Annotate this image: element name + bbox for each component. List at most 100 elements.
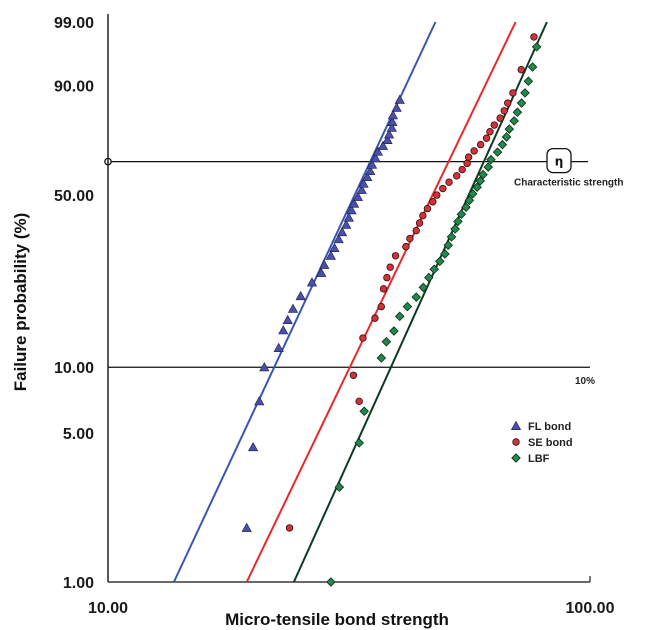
data-point-fl-bond: [358, 178, 369, 188]
data-point-lbf: [478, 169, 488, 180]
data-point-fl-bond: [387, 109, 399, 120]
data-point-lbf: [486, 154, 496, 165]
data-point-fl-bond: [377, 140, 389, 150]
data-point-lbf: [354, 438, 364, 448]
data-point-fl-bond: [387, 116, 398, 126]
data-point-lbf: [359, 406, 369, 417]
y-axis-title: Failure probability (%): [11, 213, 30, 392]
data-point-fl-bond: [287, 303, 299, 313]
legend-label-fl-bond: FL bond: [528, 421, 571, 433]
labels: η Characteristic strength 10% 99.00 90.00 50.…: [11, 15, 623, 629]
data-point-fl-bond: [306, 277, 318, 287]
data-point-lbf: [440, 249, 450, 259]
data-point-se-bond: [490, 121, 498, 129]
data-point-se-bond: [458, 165, 466, 174]
data-point-se-bond: [445, 178, 453, 186]
data-point-se-bond: [433, 191, 441, 199]
data-point-lbf: [516, 98, 527, 108]
data-point-lbf: [443, 240, 453, 250]
ten-percent-label: 10%: [575, 376, 595, 387]
eta-box: [546, 147, 572, 174]
data-point-lbf: [504, 124, 515, 134]
data-point-fl-bond: [316, 267, 327, 277]
data-point-se-bond: [377, 302, 386, 311]
y-tick-label: 50.00: [54, 188, 94, 205]
data-point-se-bond: [470, 147, 478, 155]
data-point-lbf: [381, 336, 392, 347]
data-point-lbf: [389, 326, 399, 336]
legend-label-se-bond: SE bond: [528, 437, 573, 449]
data-point-se-bond: [476, 140, 485, 149]
data-point-lbf: [435, 256, 445, 267]
characteristic-strength-label: Characteristic strength: [514, 178, 623, 189]
data-point-lbf: [446, 232, 457, 242]
data-point-se-bond: [439, 184, 447, 193]
data-point-lbf: [467, 188, 478, 199]
data-point-lbf: [492, 147, 503, 157]
data-point-se-bond: [383, 273, 391, 282]
data-point-lbf: [501, 132, 512, 142]
data-point-fl-bond: [273, 342, 284, 352]
data-point-se-bond: [415, 219, 424, 227]
data-point-fl-bond: [346, 205, 357, 215]
data-point-lbf: [461, 202, 471, 212]
data-point-lbf: [418, 282, 429, 293]
data-point-se-bond: [496, 114, 504, 122]
fit-line-lbf: [292, 21, 548, 583]
data-point-se-bond: [482, 134, 491, 142]
data-point-se-bond: [419, 211, 427, 220]
data-point-fl-bond: [278, 325, 289, 335]
data-point-fl-bond: [295, 290, 306, 301]
axis-layer: [107, 14, 591, 582]
data-point-fl-bond: [366, 159, 378, 169]
data-point-lbf: [450, 224, 460, 234]
data-point-se-bond: [486, 128, 494, 136]
data-point-se-bond: [402, 242, 410, 251]
data-point-lbf: [326, 577, 336, 587]
legend-label-lbf: LBF: [528, 453, 550, 465]
data-point-se-bond: [504, 99, 512, 107]
data-point-fl-bond: [356, 184, 367, 194]
fit-lines: [172, 21, 548, 583]
data-point-fl-bond: [365, 165, 376, 176]
data-point-se-bond: [285, 524, 294, 532]
data-point-se-bond: [412, 226, 420, 235]
data-point-fl-bond: [383, 129, 395, 139]
data-point-fl-bond: [329, 242, 340, 252]
y-tick-label: 10.00: [54, 360, 94, 377]
data-point-fl-bond: [382, 134, 393, 145]
data-point-lbf: [424, 272, 434, 283]
data-point-fl-bond: [394, 94, 405, 104]
data-point-se-bond: [453, 172, 461, 180]
data-point-se-bond: [349, 371, 358, 379]
legend: FL bond SE bond LBF: [510, 420, 573, 465]
y-tick-label: 1.00: [63, 575, 94, 592]
data-point-fl-bond: [319, 259, 330, 269]
data-point-se-bond: [429, 198, 437, 206]
data-point-lbf: [411, 292, 421, 302]
x-tick-label: 100.00: [566, 600, 615, 617]
data-point-se-bond: [359, 334, 367, 342]
legend-marker-fl-bond: [510, 420, 522, 430]
data-point-se-bond: [517, 65, 525, 74]
data-point-lbf: [464, 195, 475, 206]
data-point-fl-bond: [348, 198, 360, 208]
data-point-se-bond: [500, 107, 508, 115]
data-point-fl-bond: [247, 441, 259, 452]
data-point-lbf: [512, 107, 523, 118]
data-point-se-bond: [386, 263, 394, 271]
fit-line-se-bond: [245, 21, 517, 583]
data-point-se-bond: [423, 204, 432, 213]
data-point-lbf: [475, 176, 486, 186]
data-point-fl-bond: [282, 314, 293, 324]
data-point-fl-bond: [386, 122, 397, 132]
y-tick-label: 5.00: [63, 426, 94, 443]
data-point-lbf: [531, 42, 542, 52]
data-point-se-bond: [391, 252, 400, 260]
data-point-lbf: [523, 76, 534, 87]
data-point-fl-bond: [341, 219, 352, 229]
data-point-lbf: [453, 216, 463, 227]
x-tick-label: 10.00: [88, 600, 128, 617]
data-point-fl-bond: [372, 146, 383, 156]
